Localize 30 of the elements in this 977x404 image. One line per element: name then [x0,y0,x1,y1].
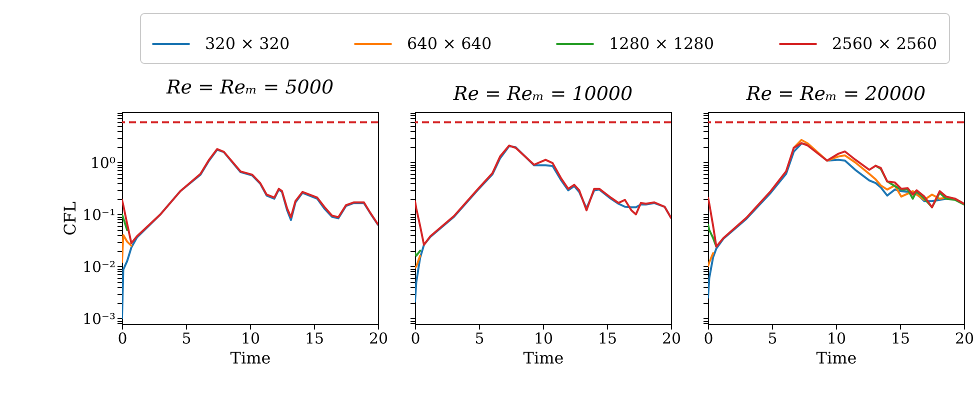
x-tick-label: 0 [704,330,714,348]
x-tick-label: 5 [768,330,778,348]
y-tick-label: 10⁻² [82,258,116,276]
legend-label: 640 × 640 [407,34,492,53]
legend-label: 2560 × 2560 [832,34,938,53]
x-tick-label: 10 [240,330,260,348]
y-tick-label: 10⁻¹ [82,206,116,224]
x-tick-label: 15 [304,330,324,348]
chart-title: Re = Reₘ = 10000 [452,83,633,105]
x-tick-label: 0 [410,330,420,348]
y-tick-label: 10⁻³ [82,310,116,328]
x-tick-label: 20 [368,330,388,348]
legend-label: 320 × 320 [205,34,290,53]
x-tick-label: 15 [598,330,618,348]
chart-title: Re = Reₘ = 5000 [165,76,334,99]
x-axis-title: Time [523,348,564,368]
y-tick-label: 10⁰ [90,154,116,172]
x-axis-title: Time [816,348,857,368]
x-tick-label: 15 [890,330,910,348]
x-tick-label: 10 [534,330,554,348]
x-axis-title: Time [230,348,271,368]
x-tick-label: 20 [954,330,974,348]
y-axis-title: CFL [60,201,80,236]
legend-label: 1280 × 1280 [609,34,714,53]
x-tick-label: 5 [474,330,484,348]
x-tick-label: 5 [182,330,192,348]
x-tick-label: 10 [826,330,846,348]
x-tick-label: 20 [662,330,682,348]
x-tick-label: 0 [118,330,128,348]
chart-title: Re = Reₘ = 20000 [745,83,926,105]
